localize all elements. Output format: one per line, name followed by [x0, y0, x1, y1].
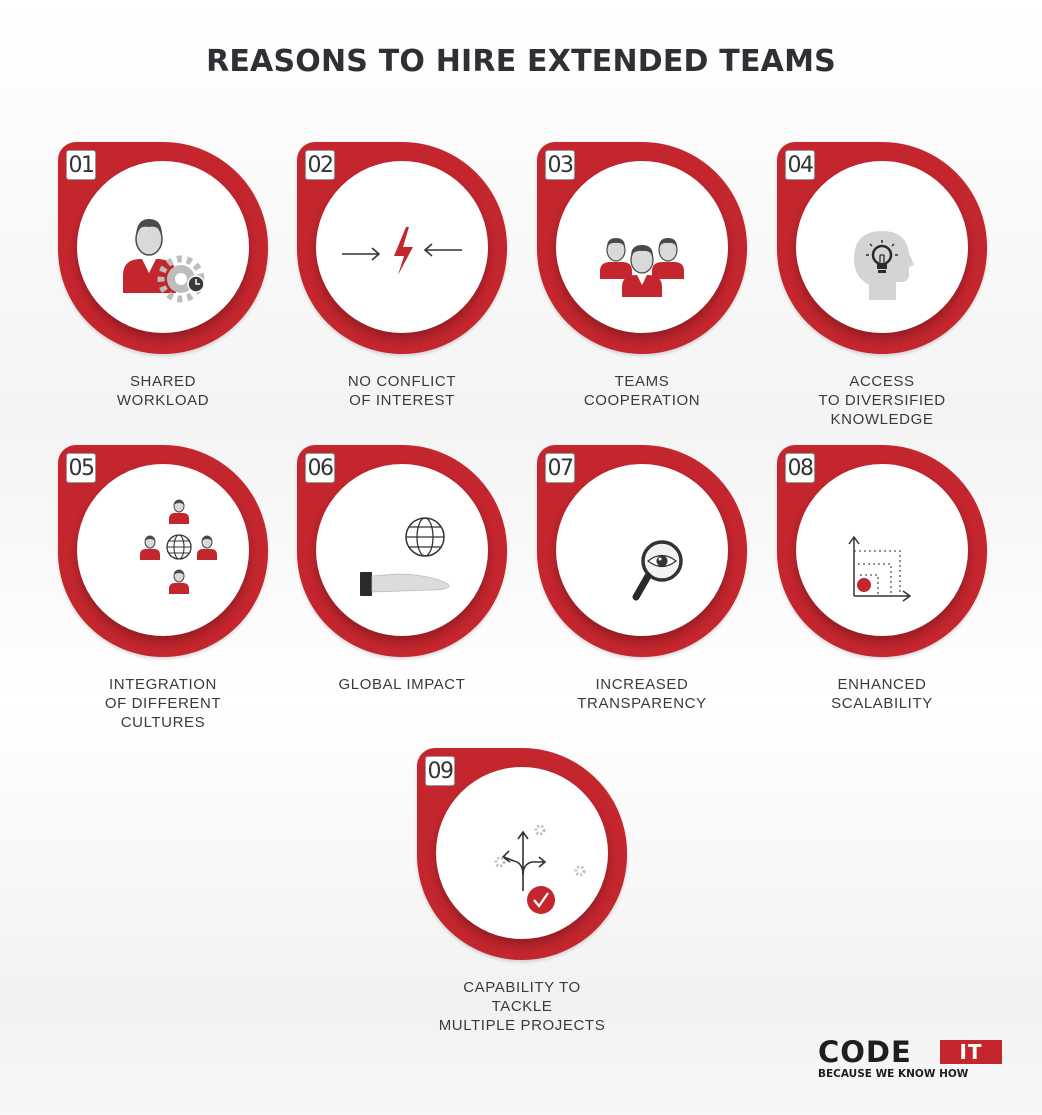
label-line: CULTURES [120, 714, 206, 731]
label-line: TO DIVERSIFIED [818, 392, 946, 409]
page-title: REASONS TO HIRE EXTENDED TEAMS [206, 44, 836, 79]
item-number: 08 [785, 453, 815, 483]
item-number: 09 [425, 756, 455, 786]
icon-circle [796, 464, 968, 636]
item-number: 04 [785, 150, 815, 180]
item-number: 03 [545, 150, 575, 180]
reason-item-09: 09 CAPABILITY TO TACKLE MULTIPLE PROJECT… [417, 748, 627, 1038]
label-line: TEAMS [614, 373, 670, 390]
icon-circle [556, 464, 728, 636]
hand-globe-icon [360, 517, 450, 596]
label-line: COOPERATION [583, 392, 701, 409]
reason-item-08: 08 ENHANCED SCALABILITY [777, 445, 987, 735]
company-logo[interactable]: CODE IT BECAUSE WE KNOW HOW [818, 1038, 1004, 1082]
reason-item-03: 03 TEAMS COOPERATION [537, 142, 747, 432]
user-gear-icon [123, 219, 205, 303]
branching-arrows-check-icon [494, 824, 586, 914]
label-line: SCALABILITY [831, 695, 933, 712]
label-line: TRANSPARENCY [577, 695, 707, 712]
item-number: 02 [305, 150, 335, 180]
icon-circle [77, 161, 249, 333]
label-line: WORKLOAD [116, 392, 210, 409]
label-line: SHARED [129, 373, 197, 390]
label-line: NO CONFLICT [347, 373, 457, 390]
label-line: CAPABILITY TO [463, 979, 581, 996]
people-globe-icon [140, 499, 217, 594]
scalability-graph-icon [848, 535, 912, 602]
label-line: INTEGRATION [109, 676, 217, 693]
reason-item-06: 06 GLOBAL IMPACT [297, 445, 507, 735]
icon-circle [556, 161, 728, 333]
label-line: TACKLE [491, 998, 553, 1015]
item-number: 05 [66, 453, 96, 483]
reason-item-07: 07 INCREASED TRANSPARENCY [537, 445, 747, 735]
reason-item-04: 04 ACCESS TO DIVERSIFIED KNOWLEDGE [777, 142, 987, 432]
icon-circle [316, 464, 488, 636]
label-line: OF INTEREST [349, 392, 455, 409]
reason-item-01: 01 SHARED WORKLOAD [58, 142, 268, 432]
logo-wordmark: CODE [818, 1035, 912, 1069]
label-line: ENHANCED [837, 676, 927, 693]
item-label: CAPABILITY TO TACKLE MULTIPLE PROJECTS [397, 978, 647, 1035]
reason-item-05: 05 INTEGRATION OF DIFFERENT CULTURES [58, 445, 268, 735]
logo-highlight: IT [940, 1040, 1002, 1064]
item-label: ENHANCED SCALABILITY [757, 675, 1007, 713]
item-number: 07 [545, 453, 575, 483]
item-label: SHARED WORKLOAD [38, 372, 288, 410]
label-line: MULTIPLE PROJECTS [438, 1017, 606, 1034]
item-label: NO CONFLICT OF INTEREST [277, 372, 527, 410]
icon-circle [436, 767, 608, 939]
icon-circle [796, 161, 968, 333]
conflict-lightning-icon [342, 227, 462, 275]
label-line: KNOWLEDGE [830, 411, 934, 428]
item-label: INCREASED TRANSPARENCY [517, 675, 767, 713]
label-line: GLOBAL IMPACT [338, 676, 466, 693]
label-line: INCREASED [595, 676, 689, 693]
label-line: ACCESS [849, 373, 915, 390]
team-people-icon [600, 238, 684, 297]
item-label: TEAMS COOPERATION [517, 372, 767, 410]
logo-tagline: BECAUSE WE KNOW HOW [818, 1068, 969, 1080]
item-label: ACCESS TO DIVERSIFIED KNOWLEDGE [757, 372, 1007, 429]
item-label: GLOBAL IMPACT [277, 675, 527, 694]
item-label: INTEGRATION OF DIFFERENT CULTURES [38, 675, 288, 732]
label-line: OF DIFFERENT [104, 695, 222, 712]
icon-circle [77, 464, 249, 636]
icon-circle [316, 161, 488, 333]
item-number: 01 [66, 150, 96, 180]
head-lightbulb-icon [854, 231, 914, 300]
reason-item-02: 02 NO CONFLICT OF INTEREST [297, 142, 507, 432]
magnifier-eye-icon [632, 540, 683, 601]
item-number: 06 [305, 453, 335, 483]
